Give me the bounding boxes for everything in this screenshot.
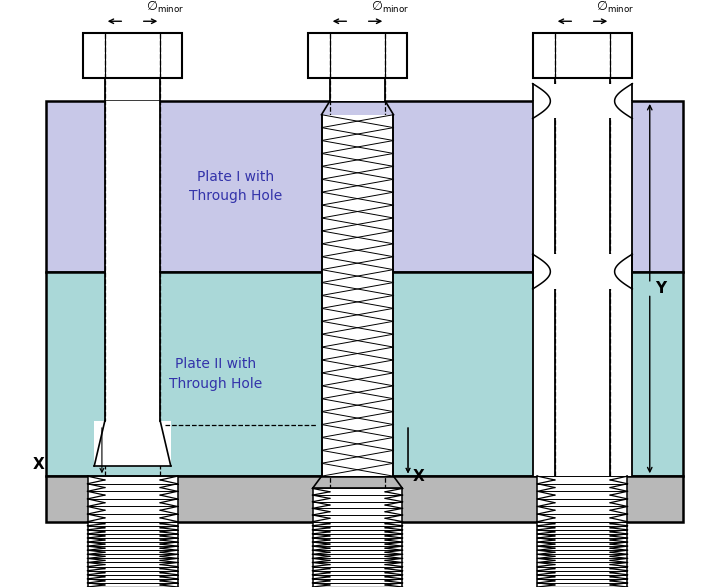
Bar: [94, 421, 171, 466]
Text: $\emptyset$$_{\mathrm{minor}}$: $\emptyset$$_{\mathrm{minor}}$: [147, 0, 184, 15]
Bar: [538, 522, 628, 587]
Text: Plate I with
Through Hole: Plate I with Through Hole: [189, 170, 282, 203]
Bar: [46, 476, 683, 522]
Text: $\emptyset$$_{\mathrm{minor}}$: $\emptyset$$_{\mathrm{minor}}$: [596, 0, 635, 15]
Bar: [105, 272, 160, 421]
Text: $\emptyset$$_{\mathrm{minor}}$: $\emptyset$$_{\mathrm{minor}}$: [371, 0, 410, 15]
Bar: [538, 476, 628, 522]
Text: X: X: [413, 468, 425, 484]
Bar: [312, 522, 403, 587]
Bar: [533, 83, 631, 119]
Bar: [87, 522, 177, 587]
Bar: [330, 78, 385, 101]
Bar: [83, 33, 182, 78]
Text: X: X: [32, 457, 44, 473]
Bar: [533, 33, 632, 78]
Bar: [307, 33, 408, 78]
Text: Y: Y: [656, 281, 666, 296]
Text: Plate II with
Through Hole: Plate II with Through Hole: [169, 357, 262, 390]
Bar: [46, 272, 683, 476]
Bar: [533, 254, 631, 289]
Bar: [87, 476, 177, 522]
Bar: [105, 101, 160, 272]
Bar: [312, 488, 403, 522]
Bar: [46, 101, 683, 272]
Bar: [322, 114, 393, 476]
Bar: [533, 101, 632, 476]
